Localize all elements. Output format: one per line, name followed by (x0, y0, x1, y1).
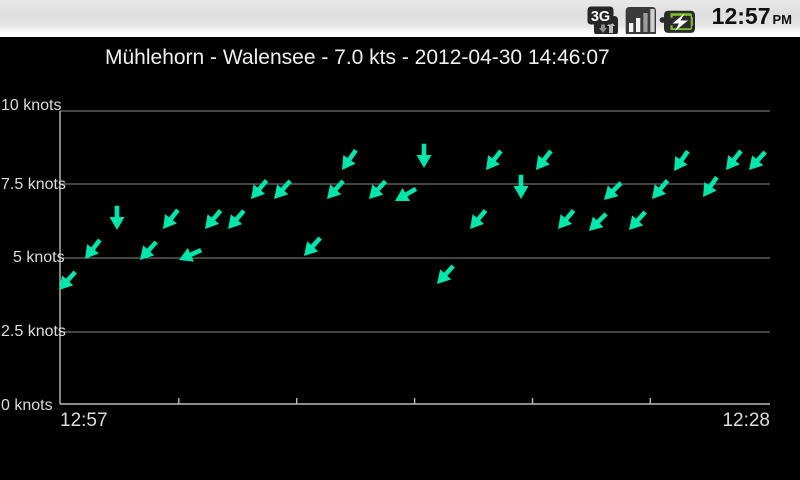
svg-text:12:28: 12:28 (722, 410, 770, 431)
svg-text:12:57: 12:57 (60, 410, 108, 431)
svg-text:0 knots: 0 knots (1, 397, 53, 414)
svg-text:7.5 knots: 7.5 knots (1, 176, 66, 193)
svg-text:10 knots: 10 knots (1, 97, 61, 114)
svg-text:2.5 knots: 2.5 knots (1, 323, 66, 340)
svg-text:5 knots: 5 knots (13, 249, 65, 266)
